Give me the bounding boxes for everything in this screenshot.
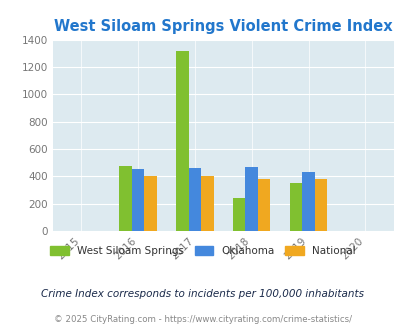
Text: © 2025 CityRating.com - https://www.cityrating.com/crime-statistics/: © 2025 CityRating.com - https://www.city… xyxy=(54,315,351,324)
Bar xyxy=(132,170,144,231)
Text: Crime Index corresponds to incidents per 100,000 inhabitants: Crime Index corresponds to incidents per… xyxy=(41,289,364,299)
Bar xyxy=(245,167,257,231)
Bar xyxy=(200,176,213,231)
Bar xyxy=(188,168,200,231)
Bar xyxy=(176,51,188,231)
Bar xyxy=(144,176,156,231)
Bar xyxy=(119,166,132,231)
Bar xyxy=(314,179,326,231)
Bar xyxy=(257,179,270,231)
Legend: West Siloam Springs, Oklahoma, National: West Siloam Springs, Oklahoma, National xyxy=(46,242,359,260)
Title: West Siloam Springs Violent Crime Index: West Siloam Springs Violent Crime Index xyxy=(54,19,392,34)
Bar xyxy=(302,172,314,231)
Bar xyxy=(289,183,302,231)
Bar xyxy=(232,198,245,231)
